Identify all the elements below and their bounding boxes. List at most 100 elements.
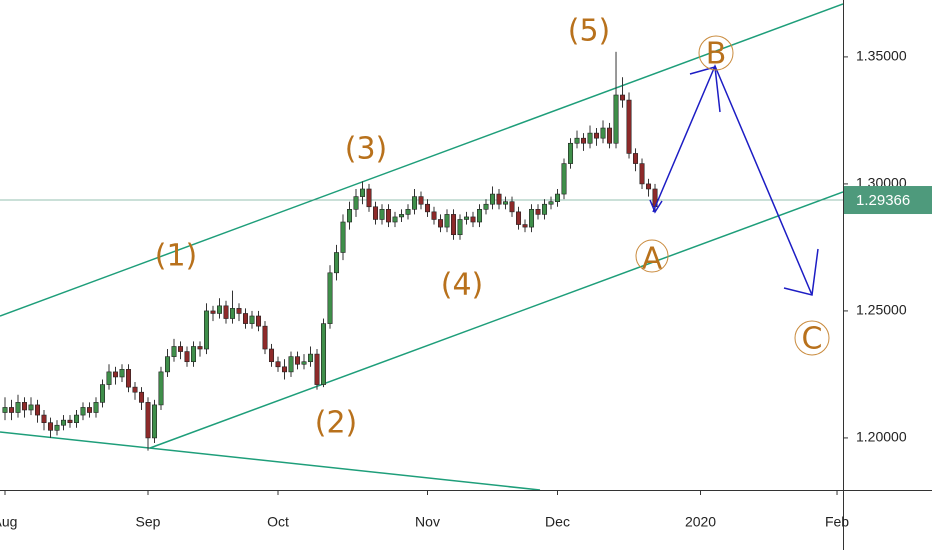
last-price-tag <box>844 186 932 215</box>
candle-body <box>561 163 567 195</box>
candle-body <box>633 153 639 164</box>
arrow-c <box>783 248 819 296</box>
x-tick-label: Dec <box>545 514 570 530</box>
candle-body <box>327 272 333 324</box>
candles <box>0 51 843 451</box>
candle-body <box>438 219 444 228</box>
wave-label: (5) <box>568 14 611 49</box>
y-tick-label: 1.20000 <box>856 429 907 445</box>
candle-body <box>106 371 112 385</box>
candle-body <box>574 137 580 144</box>
candle-body <box>269 348 275 363</box>
candle-body <box>210 310 216 314</box>
candle-body <box>113 371 119 378</box>
x-tick-label: Sep <box>136 514 161 530</box>
candle-body <box>613 94 619 144</box>
support-line <box>0 431 541 490</box>
candle-body <box>542 203 548 215</box>
candle-body <box>223 305 229 319</box>
candle-body <box>217 305 223 314</box>
candle-body <box>639 163 645 185</box>
x-tick-label: Oct <box>267 514 289 530</box>
candle-body <box>184 351 190 363</box>
abc-path <box>652 64 813 296</box>
candle-body <box>236 308 242 314</box>
candle-body <box>457 219 463 236</box>
time-axis-bg <box>0 490 932 550</box>
candle-body <box>28 404 34 411</box>
candle-body <box>594 132 600 139</box>
candle-body <box>587 132 593 144</box>
candle-body <box>392 216 398 223</box>
candle-body <box>418 196 424 205</box>
candle-body <box>80 407 86 416</box>
candle-body <box>529 209 535 228</box>
candle-body <box>431 211 437 220</box>
candle-body <box>516 211 522 225</box>
candle-body <box>171 346 177 357</box>
candle-body <box>262 325 268 350</box>
x-tick-label: 2020 <box>685 514 716 530</box>
candle-body <box>191 346 197 363</box>
last-price-label: 1.29366 <box>856 192 910 209</box>
candle-body <box>490 193 496 205</box>
wave-label: (2) <box>315 406 358 441</box>
candle-body <box>483 203 489 210</box>
wave-label: (1) <box>155 239 198 274</box>
candle-body <box>503 201 509 205</box>
x-tick-label: Aug <box>0 514 17 530</box>
candle-body <box>178 346 184 352</box>
candle-body <box>470 216 476 223</box>
candle-body <box>535 209 541 215</box>
x-tick-label: Nov <box>415 514 440 530</box>
candle-body <box>509 201 515 213</box>
candle-body <box>496 193 502 205</box>
candle-body <box>321 323 327 385</box>
candle-body <box>15 402 21 413</box>
candle-body <box>379 209 385 220</box>
y-tick-label: 1.35000 <box>856 48 907 64</box>
candle-body <box>132 386 138 393</box>
y-tick-label: 1.25000 <box>856 302 907 318</box>
candle-body <box>145 402 151 439</box>
candle-body <box>256 315 262 327</box>
candle-body <box>568 142 574 164</box>
lower-channel <box>149 191 843 449</box>
candle-body <box>22 402 28 411</box>
candle-body <box>197 346 203 350</box>
wave-label: (3) <box>345 132 388 167</box>
candle-body <box>275 361 281 368</box>
candle-body <box>100 384 106 403</box>
candle-body <box>620 94 626 101</box>
candle-body <box>288 356 294 373</box>
candle-body <box>522 224 528 228</box>
candle-body <box>9 407 15 413</box>
price-axis-bg <box>843 0 932 550</box>
candle-body <box>204 310 210 350</box>
candle-body <box>87 407 93 413</box>
candle-body <box>366 188 372 208</box>
candle-body <box>93 402 99 413</box>
candle-body <box>626 99 632 154</box>
candle-body <box>152 404 158 439</box>
candle-body <box>412 196 418 210</box>
candle-body <box>165 356 171 373</box>
candle-body <box>249 315 255 324</box>
candle-body <box>243 313 249 324</box>
candle-body <box>230 308 236 319</box>
circle-a <box>635 239 669 273</box>
arrow-b <box>689 66 721 113</box>
candle-body <box>2 407 8 413</box>
candle-body <box>139 391 145 403</box>
candle-body <box>340 221 346 253</box>
circle-c <box>794 320 830 356</box>
channel-lines <box>0 3 843 490</box>
candle-body <box>158 371 164 406</box>
candle-body <box>600 127 606 139</box>
candle-body <box>126 369 132 388</box>
candle-body <box>61 419 67 426</box>
wave-circles <box>635 35 830 356</box>
candle-body <box>41 414 47 423</box>
